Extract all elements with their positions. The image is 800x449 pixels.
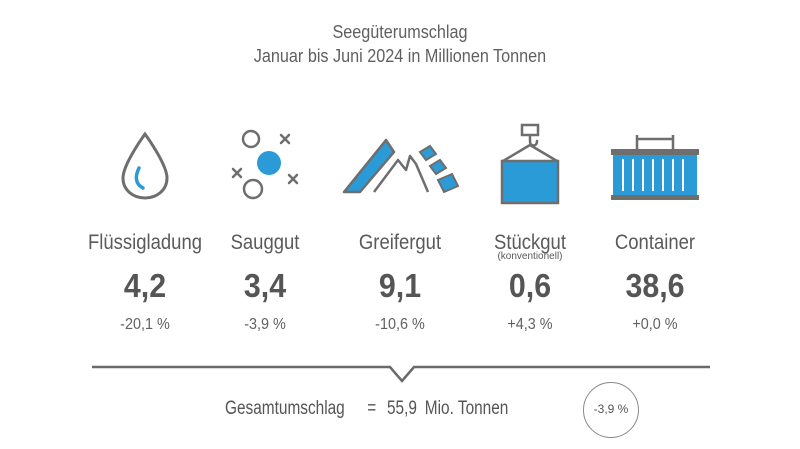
total-unit: Mio. Tonnen [425, 398, 509, 419]
total-value: 55,9 [387, 398, 418, 419]
category-label: Stückgut [494, 231, 566, 254]
category-stueckgut: Stückgut (konventionell) 0,6 +4,3 % [465, 120, 595, 334]
total-line: Gesamtumschlag = 55,9 Mio. Tonnen [225, 398, 551, 420]
category-change: -20,1 % [120, 316, 170, 333]
category-change: +4,3 % [507, 316, 553, 333]
category-sublabel: (konventionell) [497, 251, 563, 262]
category-value: 9,1 [378, 267, 422, 304]
drop-icon [80, 120, 210, 210]
category-sauggut: Sauggut 3,4 -3,9 % [200, 120, 330, 334]
category-change: +0,0 % [632, 316, 678, 333]
category-label: Sauggut [230, 231, 300, 254]
category-value: 3,4 [243, 267, 287, 304]
category-greifergut: Greifergut 9,1 -10,6 % [335, 120, 465, 334]
container-icon [590, 120, 720, 210]
chart-title: Seegüterumschlag [332, 22, 468, 42]
category-change: -3,9 % [244, 316, 286, 333]
category-label: Container [614, 231, 696, 254]
category-label: Flüssigladung [87, 231, 203, 254]
chart-subtitle: Januar bis Juni 2024 in Millionen Tonnen [253, 46, 547, 66]
category-change: -10,6 % [375, 316, 425, 333]
category-fluessigladung: Flüssigladung 4,2 -20,1 % [80, 120, 210, 334]
crane-cargo-icon [465, 120, 595, 210]
category-value: 38,6 [625, 267, 685, 304]
category-label: Greifergut [358, 231, 442, 254]
bulk-pile-icon [335, 120, 465, 210]
category-value: 4,2 [123, 267, 167, 304]
total-equals: = [367, 398, 377, 419]
total-change-badge: -3,9 % [583, 382, 639, 438]
category-value: 0,6 [508, 267, 552, 304]
category-container: Container 38,6 +0,0 % [590, 120, 720, 334]
particles-icon [200, 120, 330, 210]
divider-line [92, 365, 710, 383]
total-label: Gesamtumschlag [225, 398, 345, 419]
